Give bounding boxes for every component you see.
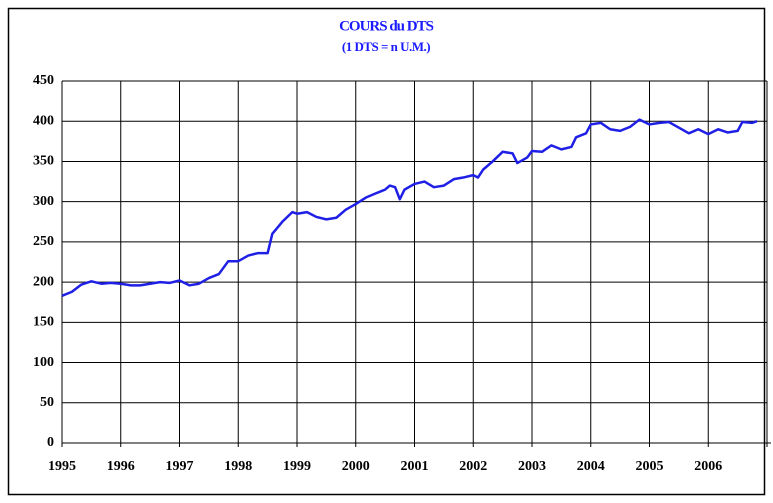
x-tick-label: 1995 [48,459,76,474]
x-tick-label: 1999 [283,459,311,474]
x-tick-label: 2003 [518,459,546,474]
x-tick-label: 2006 [694,459,722,474]
y-tick-label: 50 [40,395,54,410]
x-tick-label: 2002 [459,459,487,474]
x-tick-label: 1996 [107,459,135,474]
x-tick-label: 1997 [166,459,194,474]
y-tick-label: 150 [33,315,54,330]
x-tick-label: 2000 [342,459,370,474]
chart-title: COURS du DTS [339,18,434,34]
y-tick-label: 0 [47,435,54,450]
data-line [61,118,758,297]
y-tick-label: 400 [33,113,54,128]
x-tick-label: 2005 [636,459,664,474]
x-tick-label: 2001 [401,459,429,474]
chart-border [7,7,766,496]
y-tick-label: 350 [33,154,54,169]
x-tick-label: 1998 [224,459,252,474]
x-tick-label: 2004 [577,459,605,474]
y-tick-label: 250 [33,234,54,249]
y-tick-label: 450 [33,73,54,88]
chart-subtitle: (1 DTS = n U.M.) [342,39,430,54]
y-tick-label: 100 [33,355,54,370]
y-tick-label: 300 [33,194,54,209]
y-tick-label: 200 [33,274,54,289]
